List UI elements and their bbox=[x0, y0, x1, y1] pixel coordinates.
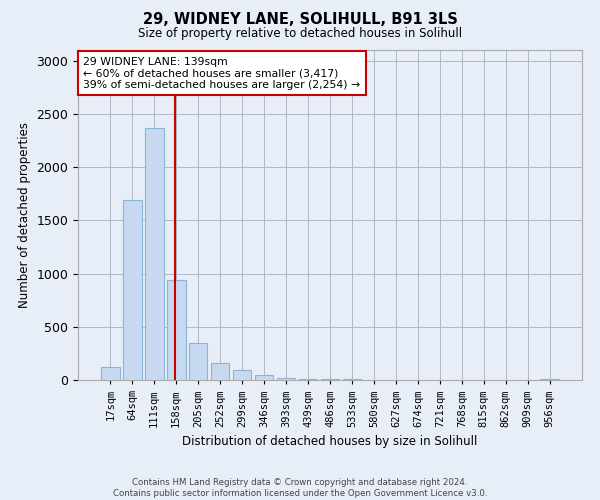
Bar bbox=[123, 200, 142, 380]
Bar bbox=[233, 370, 251, 380]
Bar bbox=[211, 363, 229, 380]
Bar bbox=[167, 280, 185, 380]
Bar bbox=[299, 379, 317, 380]
Text: 29, WIDNEY LANE, SOLIHULL, B91 3LS: 29, WIDNEY LANE, SOLIHULL, B91 3LS bbox=[143, 12, 457, 28]
Text: 29 WIDNEY LANE: 139sqm
← 60% of detached houses are smaller (3,417)
39% of semi-: 29 WIDNEY LANE: 139sqm ← 60% of detached… bbox=[83, 56, 360, 90]
Bar bbox=[189, 342, 208, 380]
Y-axis label: Number of detached properties: Number of detached properties bbox=[18, 122, 31, 308]
Bar bbox=[255, 374, 274, 380]
X-axis label: Distribution of detached houses by size in Solihull: Distribution of detached houses by size … bbox=[182, 435, 478, 448]
Bar bbox=[101, 367, 119, 380]
Text: Size of property relative to detached houses in Solihull: Size of property relative to detached ho… bbox=[138, 28, 462, 40]
Bar bbox=[145, 128, 164, 380]
Text: Contains HM Land Registry data © Crown copyright and database right 2024.
Contai: Contains HM Land Registry data © Crown c… bbox=[113, 478, 487, 498]
Bar bbox=[277, 378, 295, 380]
